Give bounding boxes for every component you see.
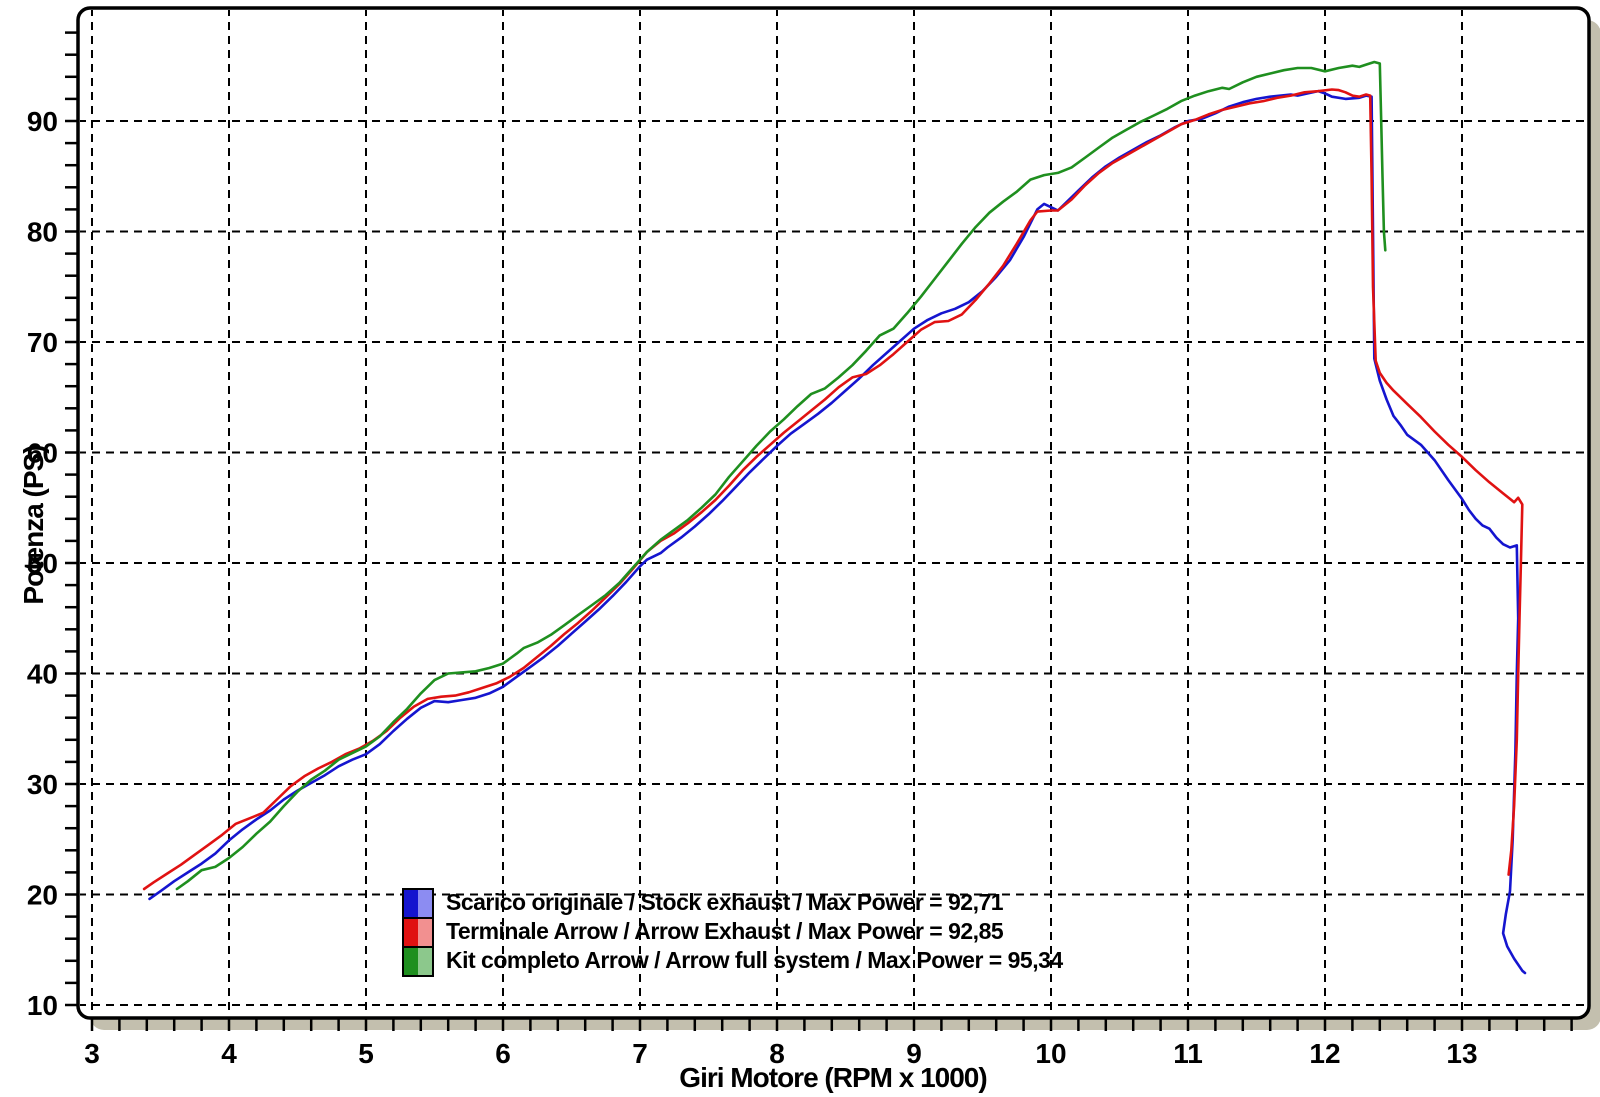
legend-row-arrow-full-system: Kit completo Arrow / Arrow full system /…	[402, 946, 1063, 977]
x-tick-label: 6	[495, 1038, 511, 1069]
y-tick-label: 30	[27, 769, 58, 800]
y-tick-label: 50	[27, 548, 58, 579]
y-tick-label: 20	[27, 880, 58, 911]
arrow-full-system-swatch-icon	[402, 946, 434, 977]
y-tick-label: 10	[27, 990, 58, 1021]
arrow-full-system-curve	[175, 60, 1387, 891]
legend-row-arrow-exhaust: Terminale Arrow / Arrow Exhaust / Max Po…	[402, 917, 1063, 948]
y-tick-label: 80	[27, 217, 58, 248]
x-tick-label: 8	[769, 1038, 785, 1069]
y-tick-label: 70	[27, 327, 58, 358]
y-tick-label: 40	[27, 659, 58, 690]
y-tick-label: 60	[27, 438, 58, 469]
plot-border	[76, 6, 1591, 1020]
x-tick-label: 10	[1035, 1038, 1066, 1069]
x-tick-label: 11	[1173, 1038, 1203, 1069]
legend-label-arrow-exhaust: Terminale Arrow / Arrow Exhaust / Max Po…	[446, 918, 1004, 944]
legend: Scarico originale / Stock exhaust / Max …	[402, 888, 1063, 977]
x-axis-title: Giri Motore (RPM x 1000)	[679, 1062, 987, 1093]
y-axis-title: Potenza (PS)	[18, 445, 49, 605]
legend-label-stock: Scarico originale / Stock exhaust / Max …	[446, 889, 1004, 915]
x-tick-label: 13	[1446, 1038, 1477, 1069]
x-tick-label: 9	[906, 1038, 922, 1069]
axis-ticks	[65, 31, 1573, 1031]
x-tick-label: 5	[358, 1038, 374, 1069]
legend-row-stock: Scarico originale / Stock exhaust / Max …	[402, 888, 1063, 919]
x-tick-label: 12	[1309, 1038, 1340, 1069]
x-tick-label: 7	[632, 1038, 648, 1069]
gridlines	[80, 10, 1587, 1016]
y-tick-label: 90	[27, 106, 58, 137]
x-tick-label: 4	[221, 1038, 237, 1069]
legend-label-arrow-full-system: Kit completo Arrow / Arrow full system /…	[446, 947, 1063, 973]
stock-exhaust-swatch-icon	[402, 888, 434, 919]
arrow-exhaust-curve	[142, 88, 1524, 891]
x-tick-label: 3	[84, 1038, 100, 1069]
arrow-exhaust-swatch-icon	[402, 917, 434, 948]
